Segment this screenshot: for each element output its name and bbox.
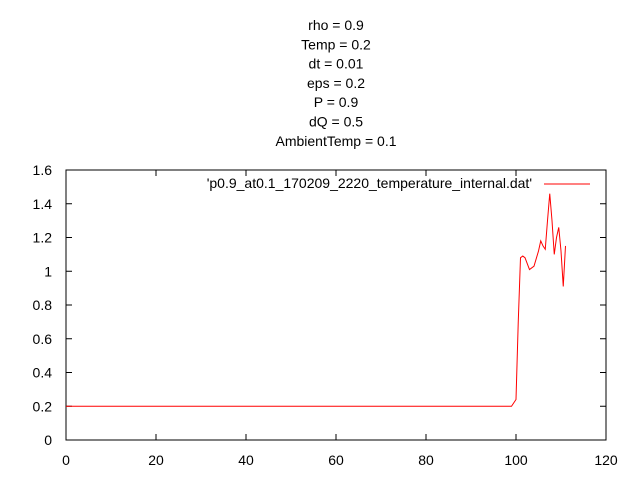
title-line: dt = 0.01: [309, 56, 364, 72]
y-tick-label: 1: [44, 263, 52, 279]
legend-label: 'p0.9_at0.1_170209_2220_temperature_inte…: [207, 175, 532, 191]
x-tick-label: 80: [418, 452, 434, 468]
legend: 'p0.9_at0.1_170209_2220_temperature_inte…: [207, 175, 590, 191]
series-line: [66, 193, 566, 407]
series-group: [66, 193, 566, 407]
title-line: AmbientTemp = 0.1: [275, 133, 396, 149]
plot-frame: [65, 169, 607, 441]
y-tick-label: 0.6: [33, 331, 53, 347]
title-line: eps = 0.2: [307, 75, 365, 91]
y-axis: 0 0.2 0.4 0.6 0.8 1 1.2 1.4 1.6: [33, 162, 606, 448]
x-tick-label: 100: [504, 452, 528, 468]
x-tick-label: 0: [62, 452, 70, 468]
title-line: P = 0.9: [314, 94, 359, 110]
x-tick-label: 120: [594, 452, 618, 468]
title-line: Temp = 0.2: [301, 36, 371, 52]
x-tick-label: 40: [238, 452, 254, 468]
y-tick-label: 0.8: [33, 297, 53, 313]
y-tick-label: 1.4: [33, 196, 53, 212]
x-tick-label: 60: [328, 452, 344, 468]
y-tick-label: 1.6: [33, 162, 53, 178]
chart-title: rho = 0.9 Temp = 0.2 dt = 0.01 eps = 0.2 P =…: [275, 17, 396, 149]
y-tick-label: 1.2: [33, 230, 53, 246]
y-tick-label: 0.4: [33, 365, 53, 381]
x-tick-label: 20: [148, 452, 164, 468]
y-tick-label: 0: [44, 432, 52, 448]
title-line: dQ = 0.5: [309, 114, 363, 130]
title-line: rho = 0.9: [308, 17, 364, 33]
x-axis: 0 20 40 60 80 100 120: [62, 170, 618, 468]
y-tick-label: 0.2: [33, 398, 53, 414]
